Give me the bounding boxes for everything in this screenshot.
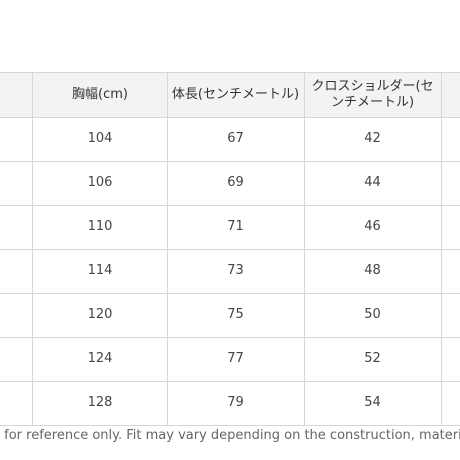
table-row: 104 67 42 (0, 117, 460, 161)
header-cell-body-length: 体長(センチメートル) (171, 86, 300, 102)
table-row: 124 77 52 (0, 337, 460, 381)
cross-shoulder-cell: 46 (364, 219, 381, 234)
body-length-cell: 71 (227, 219, 244, 234)
table-row: 120 75 50 (0, 293, 460, 337)
cross-shoulder-cell: 48 (364, 263, 381, 278)
body-length-cell: 77 (227, 351, 244, 366)
body-length-cell: 79 (227, 395, 244, 410)
chest-width-cell: 124 (87, 351, 113, 366)
chest-width-cell: 114 (87, 263, 113, 278)
table-row-divider (0, 337, 460, 338)
header-cell-extra (441, 72, 460, 117)
table-column-divider (441, 72, 442, 425)
header-cell-cross-shoulder: クロスショルダー(センチメートル) (311, 78, 434, 110)
cross-shoulder-cell: 54 (364, 395, 381, 410)
table-header-row: 胸幅(cm) 体長(センチメートル) クロスショルダー(センチメートル) (0, 72, 460, 117)
table-row: 114 73 48 (0, 249, 460, 293)
chest-width-cell: 120 (87, 307, 113, 322)
body-length-cell: 69 (227, 175, 244, 190)
table-row-divider (0, 381, 460, 382)
table-border-bottom (0, 425, 460, 426)
table-column-divider (167, 72, 168, 425)
body-length-cell: 75 (227, 307, 244, 322)
table-column-divider (304, 72, 305, 425)
table-row-divider (0, 117, 460, 118)
cross-shoulder-cell: 42 (364, 131, 381, 146)
header-cell-size (0, 72, 32, 117)
size-chart-table: 胸幅(cm) 体長(センチメートル) クロスショルダー(センチメートル) 104… (0, 72, 460, 425)
footer-note: e for reference only. Fit may vary depen… (0, 428, 460, 443)
cross-shoulder-cell: 44 (364, 175, 381, 190)
table-row-divider (0, 249, 460, 250)
table-row: 128 79 54 (0, 381, 460, 425)
table-row: 106 69 44 (0, 161, 460, 205)
table-border-top (0, 72, 460, 73)
chest-width-cell: 128 (87, 395, 113, 410)
table-row-divider (0, 205, 460, 206)
table-row-divider (0, 293, 460, 294)
header-cell-chest-width: 胸幅(cm) (72, 86, 128, 102)
table-column-divider (32, 72, 33, 425)
body-length-cell: 73 (227, 263, 244, 278)
cross-shoulder-cell: 52 (364, 351, 381, 366)
table-row-divider (0, 161, 460, 162)
chest-width-cell: 106 (87, 175, 113, 190)
chest-width-cell: 110 (87, 219, 113, 234)
cross-shoulder-cell: 50 (364, 307, 381, 322)
table-row: 110 71 46 (0, 205, 460, 249)
body-length-cell: 67 (227, 131, 244, 146)
chest-width-cell: 104 (87, 131, 113, 146)
